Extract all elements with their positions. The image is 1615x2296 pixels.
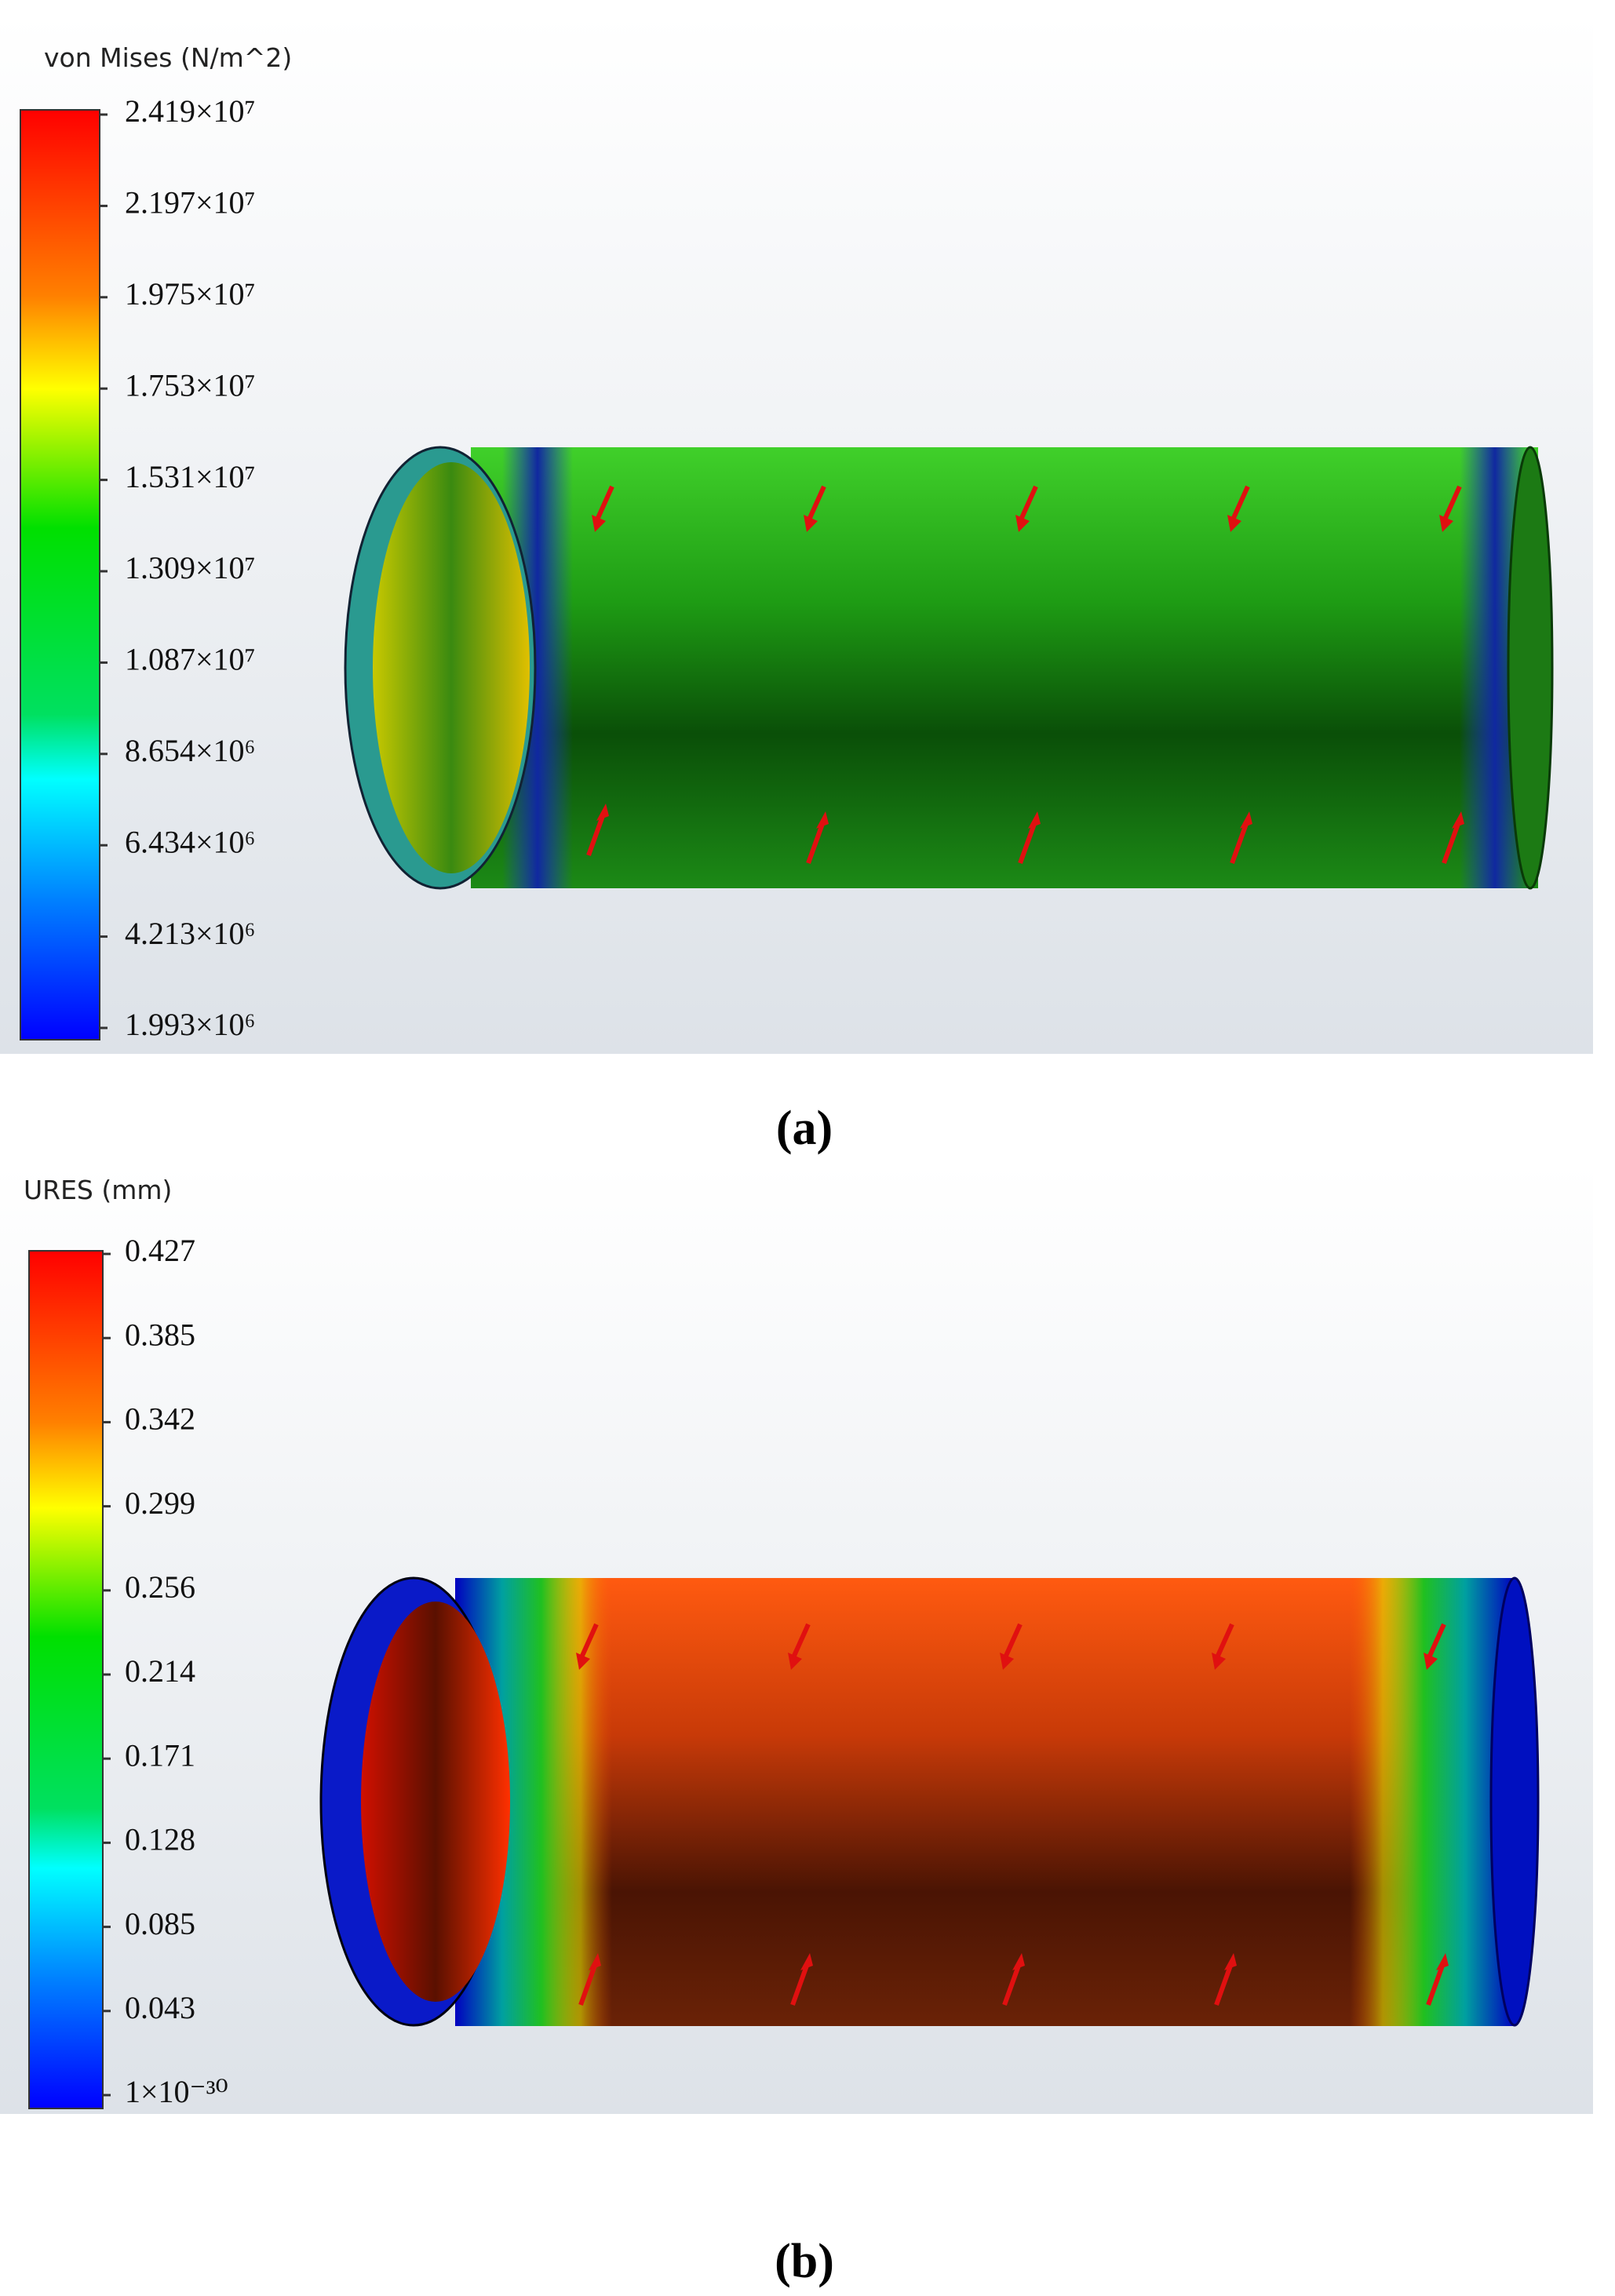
panel-b xyxy=(0,1164,1593,2114)
legend-label: 1.309×10⁷ xyxy=(125,550,256,585)
color-bar xyxy=(28,1250,104,2109)
caption: (a) xyxy=(776,1102,833,1155)
legend-label: 1.975×10⁷ xyxy=(125,276,256,312)
legend-label: 1×10⁻³⁰ xyxy=(125,2074,228,2109)
cylinder-end xyxy=(1489,1576,1540,2027)
legend-label: 0.043 xyxy=(125,1990,195,2025)
cylinder-body xyxy=(455,1578,1515,2026)
legend-title: URES (mm) xyxy=(24,1175,172,1205)
legend-label: 0.171 xyxy=(125,1737,195,1773)
legend-title: von Mises (N/m^2) xyxy=(44,42,292,73)
cylinder-body xyxy=(471,447,1538,888)
legend-label: 0.214 xyxy=(125,1653,195,1689)
legend-label: 0.427 xyxy=(125,1233,195,1268)
legend-label: 0.085 xyxy=(125,1906,195,1941)
panel-a xyxy=(0,15,1593,1054)
legend-label: 2.419×10⁷ xyxy=(125,93,256,129)
legend-label: 1.993×10⁶ xyxy=(125,1007,256,1042)
legend-label: 1.087×10⁷ xyxy=(125,642,256,677)
legend-label: 1.753×10⁷ xyxy=(125,367,256,403)
cylinder-interior xyxy=(373,462,530,873)
legend-label: 8.654×10⁶ xyxy=(125,733,256,768)
cylinder-interior xyxy=(361,1602,510,2002)
legend-label: 1.531×10⁷ xyxy=(125,459,256,494)
legend-label: 0.342 xyxy=(125,1401,195,1437)
legend-label: 0.128 xyxy=(125,1822,195,1857)
color-bar xyxy=(20,109,100,1040)
legend-label: 6.434×10⁶ xyxy=(125,824,256,859)
legend-label: 0.299 xyxy=(125,1485,195,1521)
legend-label: 0.256 xyxy=(125,1569,195,1605)
legend-label: 4.213×10⁶ xyxy=(125,916,256,951)
caption: (b) xyxy=(775,2235,834,2288)
legend-label: 2.197×10⁷ xyxy=(125,185,256,220)
legend-label: 0.385 xyxy=(125,1317,195,1352)
cylinder-end xyxy=(1507,446,1554,890)
